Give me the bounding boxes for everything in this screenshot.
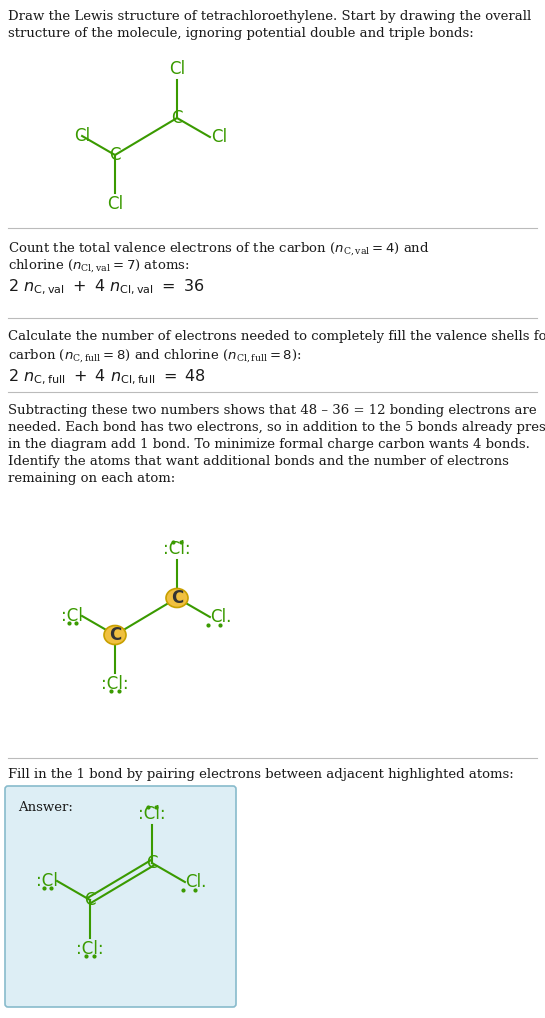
- Text: C: C: [171, 109, 183, 127]
- Text: Cl.: Cl.: [185, 873, 207, 891]
- Text: Cl: Cl: [211, 128, 227, 146]
- Text: needed. Each bond has two electrons, so in addition to the 5 bonds already prese: needed. Each bond has two electrons, so …: [8, 421, 545, 434]
- Text: :Cl:: :Cl:: [138, 805, 166, 823]
- Text: C: C: [109, 146, 121, 164]
- Text: carbon ($n_{\mathregular{C,full}} = 8$) and chlorine ($n_{\mathregular{Cl,full}}: carbon ($n_{\mathregular{C,full}} = 8$) …: [8, 347, 301, 363]
- Text: in the diagram add 1 bond. To minimize formal charge carbon wants 4 bonds.: in the diagram add 1 bond. To minimize f…: [8, 438, 530, 451]
- Text: C: C: [109, 626, 121, 644]
- Text: :Cl:: :Cl:: [101, 675, 129, 693]
- Text: :Cl:: :Cl:: [76, 940, 104, 958]
- Text: :Cl: :Cl: [61, 607, 83, 625]
- Text: Calculate the number of electrons needed to completely fill the valence shells f: Calculate the number of electrons needed…: [8, 330, 545, 343]
- FancyBboxPatch shape: [5, 786, 236, 1007]
- Text: :Cl: :Cl: [36, 872, 58, 890]
- Ellipse shape: [104, 625, 126, 644]
- Text: :Cl:: :Cl:: [163, 540, 191, 558]
- Text: $2\ n_{\mathregular{C,full}}\ +\ 4\ n_{\mathregular{Cl,full}}\ =\ 48$: $2\ n_{\mathregular{C,full}}\ +\ 4\ n_{\…: [8, 367, 206, 387]
- Text: Count the total valence electrons of the carbon ($n_{\mathregular{C,val}} = 4$) : Count the total valence electrons of the…: [8, 240, 429, 257]
- Text: chlorine ($n_{\mathregular{Cl,val}} = 7$) atoms:: chlorine ($n_{\mathregular{Cl,val}} = 7$…: [8, 257, 190, 274]
- Text: $2\ n_{\mathregular{C,val}}\ +\ 4\ n_{\mathregular{Cl,val}}\ =\ 36$: $2\ n_{\mathregular{C,val}}\ +\ 4\ n_{\m…: [8, 278, 205, 297]
- Text: Draw the Lewis structure of tetrachloroethylene. Start by drawing the overall: Draw the Lewis structure of tetrachloroe…: [8, 10, 531, 23]
- Text: Fill in the 1 bond by pairing electrons between adjacent highlighted atoms:: Fill in the 1 bond by pairing electrons …: [8, 768, 514, 781]
- Text: C: C: [84, 891, 96, 909]
- Text: Answer:: Answer:: [18, 801, 73, 814]
- Text: Cl.: Cl.: [210, 608, 231, 626]
- Ellipse shape: [166, 588, 188, 608]
- Text: Cl: Cl: [169, 60, 185, 78]
- Text: Cl: Cl: [74, 127, 90, 145]
- Text: C: C: [146, 854, 158, 872]
- Text: Subtracting these two numbers shows that 48 – 36 = 12 bonding electrons are: Subtracting these two numbers shows that…: [8, 404, 537, 417]
- Text: remaining on each atom:: remaining on each atom:: [8, 472, 175, 485]
- Text: C: C: [171, 589, 183, 607]
- Text: Identify the atoms that want additional bonds and the number of electrons: Identify the atoms that want additional …: [8, 455, 509, 468]
- Text: Cl: Cl: [107, 195, 123, 213]
- Text: structure of the molecule, ignoring potential double and triple bonds:: structure of the molecule, ignoring pote…: [8, 27, 474, 40]
